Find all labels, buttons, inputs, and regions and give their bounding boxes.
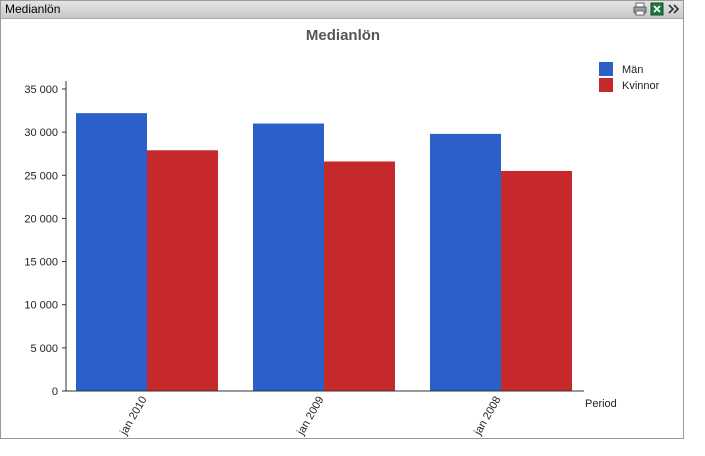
x-axis-title: Period: [585, 398, 617, 410]
legend-label: Män: [622, 64, 643, 76]
x-axis: jan 2010 jan 2009 jan 2008: [66, 390, 584, 438]
y-tick-label: 10 000: [24, 300, 58, 312]
y-tick-label: 15 000: [24, 257, 58, 269]
y-tick-label: 30 000: [24, 127, 58, 139]
legend-label: Kvinnor: [622, 80, 660, 92]
bar-kvinnor[interactable]: [147, 150, 218, 391]
bars: [76, 113, 572, 391]
bar-man[interactable]: [253, 123, 324, 391]
bar-man[interactable]: [76, 113, 147, 391]
legend: Män Kvinnor: [599, 62, 660, 92]
caption-icons: [633, 2, 681, 16]
legend-swatch: [599, 62, 613, 76]
bar-kvinnor[interactable]: [324, 161, 395, 391]
y-tick-label: 0: [52, 386, 58, 398]
caption-title: Medianlön: [5, 2, 61, 16]
print-icon[interactable]: [633, 2, 647, 16]
y-axis: 0 5 000 10 000 15 000 20 000 25 000 30 000 35 0…: [24, 81, 67, 398]
y-tick-label: 20 000: [24, 213, 58, 225]
bar-man[interactable]: [430, 133, 501, 391]
excel-icon[interactable]: [650, 2, 664, 16]
bar-chart: Medianlön 0 5 000 10 000 15 000 20 000 25 000…: [24, 27, 660, 438]
more-icon[interactable]: [667, 2, 681, 16]
y-tick-label: 5 000: [30, 343, 58, 355]
x-tick-label: jan 2010: [118, 395, 150, 438]
y-tick-label: 25 000: [24, 170, 58, 182]
chart-title: Medianlön: [306, 27, 380, 44]
x-tick-label: jan 2008: [472, 395, 504, 438]
x-tick-label: jan 2009: [295, 395, 327, 438]
caption-bar: Medianlön: [1, 1, 683, 19]
y-tick-label: 35 000: [24, 84, 58, 96]
legend-swatch: [599, 78, 613, 92]
bar-kvinnor[interactable]: [501, 170, 572, 391]
